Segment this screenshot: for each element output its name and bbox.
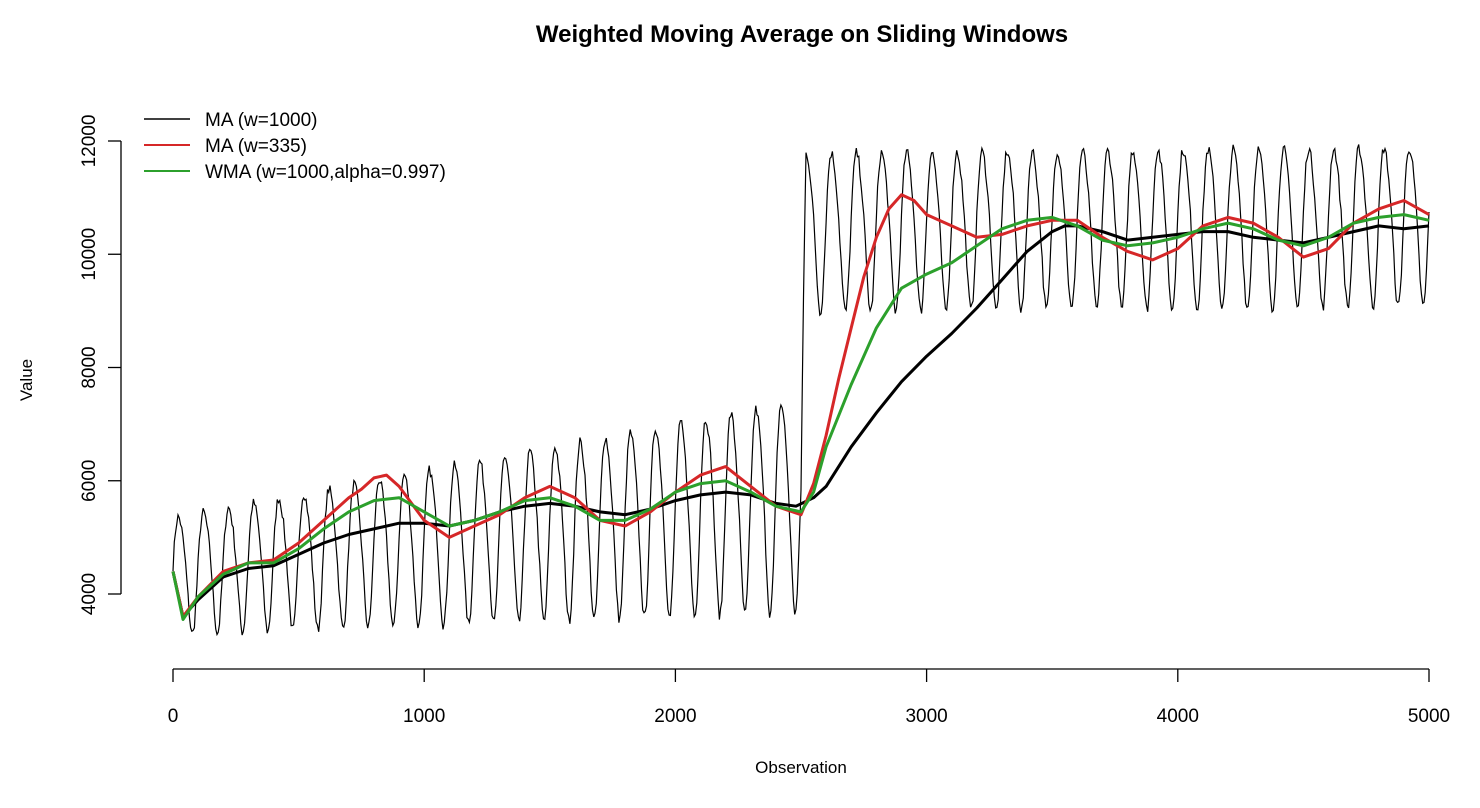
raw-observations-line [172, 144, 1430, 637]
y-ticks: 4000 6000 8000 10000 12000 [79, 115, 121, 615]
y-tick-label: 8000 [79, 346, 100, 388]
chart-title: Weighted Moving Average on Sliding Windo… [536, 21, 1068, 48]
series-line-2 [171, 213, 1430, 621]
x-ticks: 0 1000 2000 3000 4000 5000 [168, 669, 1450, 727]
x-tick-label: 1000 [403, 706, 445, 727]
axes: 0 1000 2000 3000 4000 5000 4000 6000 8000 10000 1… [79, 115, 1450, 727]
legend-label-1: MA (w=335) [205, 136, 307, 157]
plot-area [171, 144, 1430, 637]
y-tick-label: 6000 [79, 460, 100, 502]
y-axis-label: Value [17, 359, 36, 401]
x-axis-label: Observation [755, 758, 847, 777]
series-line-1 [171, 193, 1430, 619]
y-tick-label: 12000 [79, 115, 100, 168]
x-tick-label: 4000 [1157, 706, 1199, 727]
legend-label-0: MA (w=1000) [205, 110, 317, 131]
x-tick-label: 0 [168, 706, 179, 727]
legend-label-2: WMA (w=1000,alpha=0.997) [205, 162, 446, 183]
x-tick-label: 5000 [1408, 706, 1450, 727]
x-tick-label: 2000 [654, 706, 696, 727]
legend: MA (w=1000) MA (w=335) WMA (w=1000,alpha=0… [144, 110, 446, 183]
y-tick-label: 4000 [79, 573, 100, 615]
x-tick-label: 3000 [905, 706, 947, 727]
series-lines [171, 193, 1430, 621]
series-line-0 [171, 224, 1430, 619]
y-tick-label: 10000 [79, 228, 100, 281]
